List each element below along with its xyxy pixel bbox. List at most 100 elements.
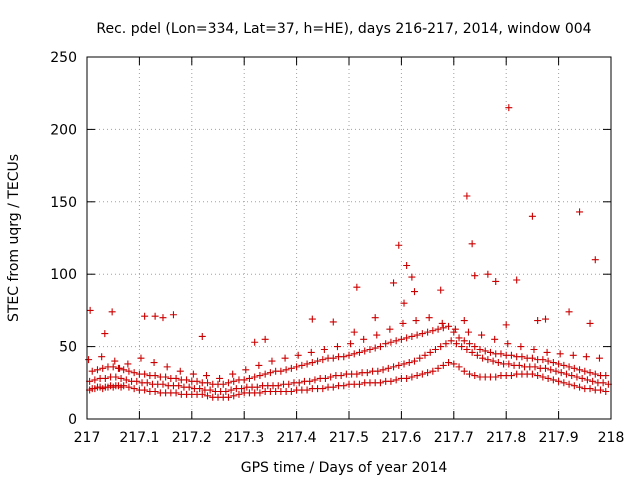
data-point	[162, 373, 170, 381]
data-point	[361, 347, 369, 355]
data-point	[360, 335, 368, 343]
data-point	[371, 344, 379, 352]
data-point	[562, 370, 570, 378]
data-point	[327, 373, 335, 381]
data-point	[333, 343, 341, 351]
data-point	[418, 370, 426, 378]
data-point	[491, 335, 499, 343]
data-point	[141, 312, 149, 320]
data-point	[235, 390, 243, 398]
data-point	[216, 374, 224, 382]
data-point	[319, 356, 327, 364]
data-point	[484, 270, 492, 278]
data-point	[586, 385, 594, 393]
data-point	[130, 385, 138, 393]
data-point	[274, 382, 282, 390]
data-point	[569, 351, 577, 359]
data-point	[452, 340, 460, 348]
data-point	[379, 366, 387, 374]
data-point	[117, 374, 125, 382]
data-point	[125, 367, 133, 375]
data-point	[492, 277, 500, 285]
data-point	[251, 338, 259, 346]
data-point	[544, 357, 552, 365]
data-point	[227, 386, 235, 394]
data-point	[473, 351, 481, 359]
data-point	[400, 299, 408, 307]
data-point	[390, 363, 398, 371]
x-tick-label: 217.5	[329, 430, 369, 446]
data-point	[528, 212, 536, 220]
data-point	[120, 366, 128, 374]
data-point	[549, 359, 557, 367]
data-point	[552, 367, 560, 375]
data-point	[91, 376, 99, 384]
data-point	[479, 354, 487, 362]
data-point	[455, 334, 463, 342]
data-point	[463, 192, 471, 200]
data-point	[460, 317, 468, 325]
data-point	[122, 376, 130, 384]
data-point	[287, 364, 295, 372]
data-point	[581, 367, 589, 375]
data-point	[591, 370, 599, 378]
data-point	[395, 361, 403, 369]
y-tick-label: 250	[50, 50, 77, 66]
y-axis-title: STEC from uqrg / TECUs	[6, 154, 22, 322]
data-point	[353, 370, 361, 378]
data-point	[219, 380, 227, 388]
data-point	[355, 380, 363, 388]
data-point	[151, 312, 159, 320]
data-point	[403, 262, 411, 270]
data-point	[101, 330, 109, 338]
y-axis-tick-labels: 0 50 100 150 200 250	[50, 50, 77, 428]
data-point	[411, 357, 418, 365]
data-point	[565, 380, 573, 388]
data-point	[183, 376, 191, 384]
data-point	[528, 370, 536, 378]
data-point	[405, 359, 413, 367]
data-point	[505, 104, 513, 112]
x-tick-label: 217	[74, 430, 101, 446]
data-point	[314, 357, 322, 365]
data-point	[471, 272, 479, 280]
data-point	[281, 354, 289, 362]
data-point	[206, 386, 214, 394]
data-point	[204, 379, 212, 387]
data-point	[88, 367, 96, 375]
data-point	[98, 353, 106, 361]
data-point	[163, 363, 171, 371]
x-tick-label: 217.6	[381, 430, 421, 446]
data-point	[193, 377, 201, 385]
axis-ticks	[86, 56, 612, 420]
data-point	[595, 354, 603, 362]
data-point	[429, 327, 437, 335]
data-point	[411, 288, 418, 296]
data-point	[93, 366, 101, 374]
data-point	[133, 377, 141, 385]
x-tick-label: 217.7	[434, 430, 474, 446]
data-point	[109, 363, 117, 371]
data-point	[308, 315, 316, 323]
data-point	[434, 364, 442, 372]
data-point	[366, 345, 374, 353]
data-point	[307, 348, 315, 356]
data-point	[507, 372, 515, 380]
data-point	[86, 306, 94, 314]
data-point	[245, 374, 253, 382]
data-point	[253, 383, 261, 391]
data-point	[230, 392, 238, 400]
data-point	[295, 379, 303, 387]
data-point	[189, 370, 197, 378]
data-point	[413, 372, 421, 380]
data-point	[560, 361, 568, 369]
data-point	[150, 359, 158, 367]
data-point	[578, 374, 586, 382]
data-point	[599, 379, 607, 387]
data-point	[445, 322, 453, 330]
data-point	[408, 273, 416, 281]
data-point	[224, 393, 232, 401]
data-point	[416, 354, 424, 362]
data-point	[530, 345, 538, 353]
data-point	[421, 351, 429, 359]
